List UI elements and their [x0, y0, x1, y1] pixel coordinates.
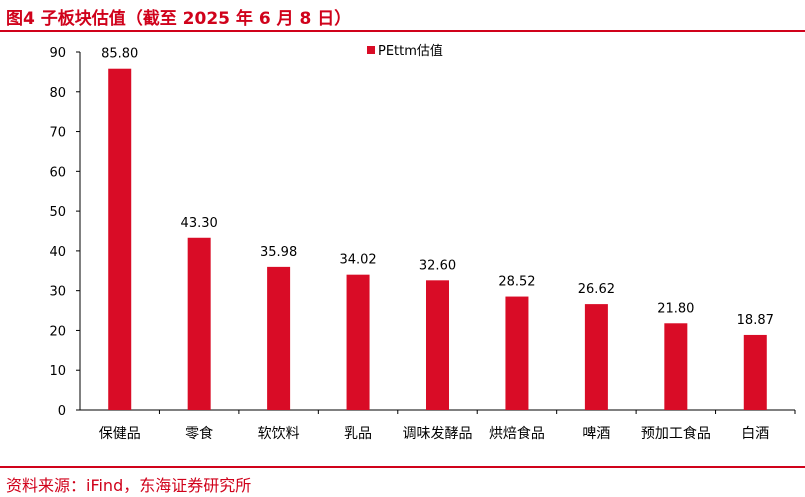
bar — [108, 68, 132, 410]
x-tick-label: 零食 — [185, 425, 213, 442]
legend-label: PEttm估值 — [378, 43, 443, 59]
x-tick-label: 白酒 — [741, 426, 769, 442]
bar — [664, 323, 688, 410]
source-note: 资料来源：iFind，东海证券研究所 — [6, 476, 252, 495]
x-tick-label: 预加工食品 — [641, 425, 711, 442]
bar — [267, 266, 291, 410]
y-tick-label: 90 — [49, 46, 66, 61]
x-tick-label: 啤酒 — [582, 426, 610, 442]
x-tick-label: 保健品 — [99, 426, 141, 442]
y-tick-label: 20 — [49, 324, 66, 339]
chart-legend: PEttm估值 — [367, 43, 443, 59]
footer-divider — [0, 466, 805, 468]
y-tick-label: 40 — [49, 245, 66, 260]
y-tick-label: 0 — [58, 404, 66, 419]
chart-axes: 0 10 20 30 40 50 60 70 80 90 保健品 零食 软饮料 乳品 调味发酵品 烘焙食品 啤酒… — [49, 46, 796, 442]
legend-swatch — [367, 46, 375, 54]
y-tick-label: 70 — [49, 126, 66, 141]
bar — [426, 280, 449, 410]
title-divider — [0, 30, 805, 32]
y-tick-label: 60 — [49, 165, 66, 180]
y-tick-label: 30 — [49, 285, 66, 300]
x-tick-label: 乳品 — [344, 426, 372, 442]
y-tick-label: 50 — [49, 205, 66, 220]
bar-value-label: 43.30 — [181, 216, 218, 231]
bar-value-label: 26.62 — [578, 282, 615, 297]
bar-value-label: 85.80 — [101, 47, 138, 62]
bar-value-label: 28.52 — [498, 275, 535, 290]
x-tick-label: 软饮料 — [258, 426, 300, 442]
bar-value-label: 32.60 — [419, 258, 456, 273]
figure-title: 图4 子板块估值（截至 2025 年 6 月 8 日） — [6, 9, 352, 29]
bar-value-label: 35.98 — [260, 245, 297, 260]
bar-value-label: 34.02 — [339, 253, 376, 268]
y-tick-label: 10 — [49, 364, 66, 379]
y-tick-label: 80 — [49, 86, 66, 101]
bar — [743, 334, 767, 410]
bar — [584, 304, 608, 410]
bar — [346, 274, 370, 410]
bar-value-label: 21.80 — [657, 301, 694, 316]
chart-bars: 85.80 43.30 35.98 34.02 32.60 28.52 26.62 21.80… — [101, 47, 774, 410]
x-tick-label: 烘焙食品 — [489, 425, 545, 442]
bar — [187, 237, 211, 410]
x-tick-label: 调味发酵品 — [403, 426, 473, 442]
bar-value-label: 18.87 — [737, 313, 774, 328]
bar — [505, 296, 529, 410]
bar-chart: 0 10 20 30 40 50 60 70 80 90 保健品 零食 软饮料 乳品 调味发酵品 烘焙食品 啤酒… — [49, 43, 796, 442]
